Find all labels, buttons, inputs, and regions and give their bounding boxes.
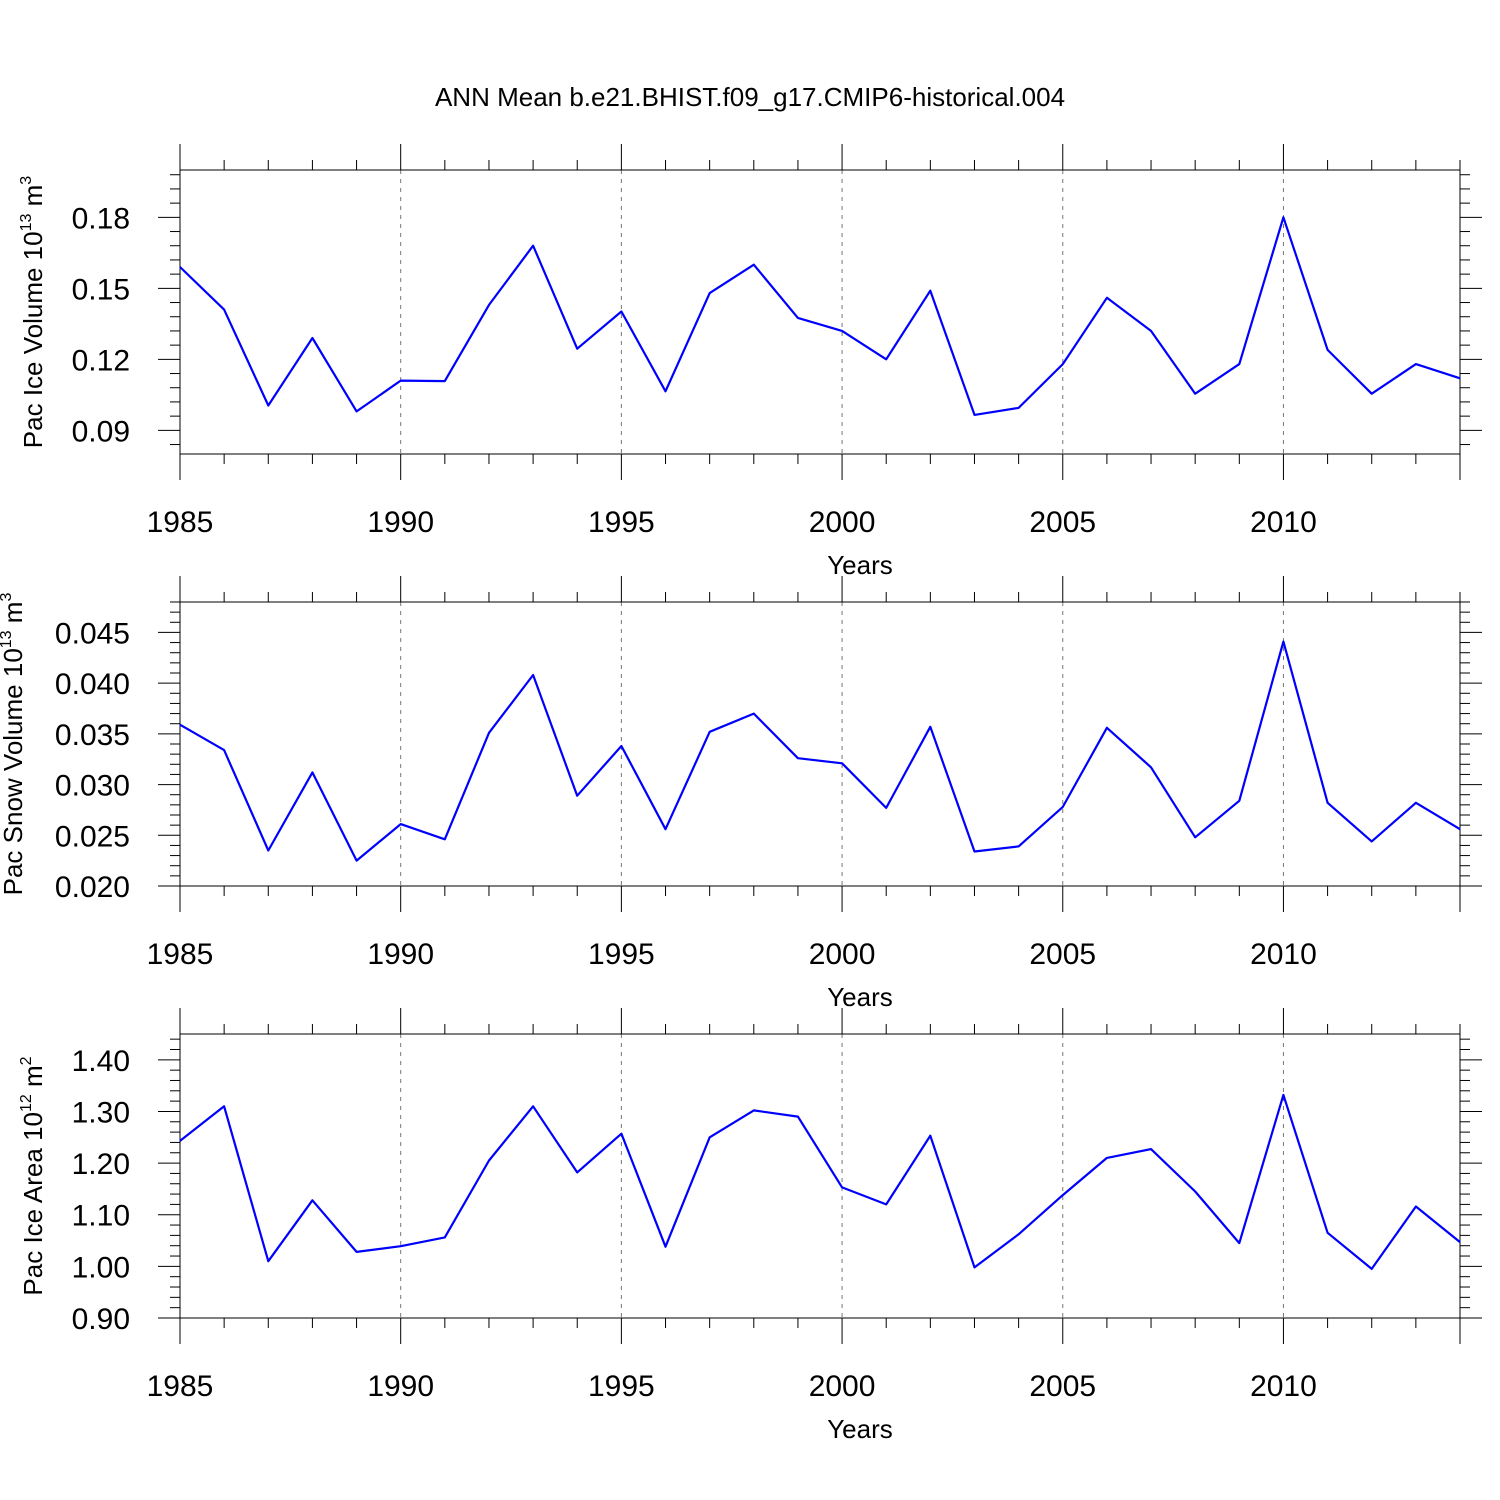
y-tick-label: 1.00	[72, 1251, 130, 1284]
y-axis-title-text: Pac Ice Volume 10	[18, 231, 48, 448]
y-tick-label: 0.030	[55, 770, 130, 803]
x-tick-label: 1995	[588, 938, 655, 971]
plot-frame	[179, 1033, 1461, 1319]
series-line-pac-ice-volume	[179, 216, 1461, 416]
y-tick-label: 1.40	[72, 1045, 130, 1078]
y-axis-title-unit-sup: 3	[0, 593, 15, 602]
x-axis-title: Years	[827, 550, 893, 580]
y-tick-label: 0.90	[72, 1303, 130, 1336]
y-axis-title-sup: 12	[18, 1094, 35, 1112]
y-axis-title-text: Pac Snow Volume 10	[0, 648, 28, 895]
panel-pac-snow-volume: 1985 1990 1995 2000 2005 2010 Years 0.020 0.025 0…	[0, 576, 1482, 1012]
y-axis-title-unit: m	[18, 1065, 48, 1094]
y-axis-title-sup: 13	[0, 630, 15, 648]
x-tick-label: 2000	[809, 938, 876, 971]
plot-frame	[179, 169, 1461, 455]
y-axis-title-sup: 13	[18, 213, 35, 231]
series-line-pac-ice-area	[179, 1093, 1461, 1271]
x-tick-label: 1990	[367, 1370, 434, 1403]
x-tick-label: 1985	[147, 1370, 214, 1403]
x-tick-label: 1990	[367, 506, 434, 539]
x-tick-label: 2005	[1029, 1370, 1096, 1403]
y-tick-label: 0.040	[55, 668, 130, 701]
x-tick-label: 2000	[809, 506, 876, 539]
y-axis-title: Pac Ice Area 1012 m2	[18, 1056, 48, 1295]
y-axis-title-unit: m	[0, 602, 28, 631]
y-tick-label: 0.035	[55, 719, 130, 752]
y-tick-label: 0.025	[55, 820, 130, 853]
y-tick-label: 1.30	[72, 1096, 130, 1129]
x-tick-label: 2005	[1029, 938, 1096, 971]
x-tick-label: 2010	[1250, 938, 1317, 971]
x-tick-label: 1985	[147, 938, 214, 971]
plot-frame	[179, 601, 1461, 887]
panel-pac-ice-area: 1985 1990 1995 2000 2005 2010 Years 0.90 1.00 1.1…	[18, 1008, 1482, 1444]
x-tick-label: 2010	[1250, 506, 1317, 539]
x-tick-label: 2010	[1250, 1370, 1317, 1403]
y-axis-title-text: Pac Ice Area 10	[18, 1112, 48, 1296]
x-tick-label: 1985	[147, 506, 214, 539]
x-tick-label: 2005	[1029, 506, 1096, 539]
y-tick-label: 0.045	[55, 617, 130, 650]
x-tick-label: 1995	[588, 1370, 655, 1403]
x-tick-label: 2000	[809, 1370, 876, 1403]
x-axis-title: Years	[827, 982, 893, 1012]
y-tick-label: 0.12	[72, 344, 130, 377]
y-axis-title-unit-sup: 2	[18, 1056, 35, 1065]
y-axis-title: Pac Ice Volume 1013 m3	[18, 176, 48, 449]
x-tick-label: 1990	[367, 938, 434, 971]
y-tick-label: 1.20	[72, 1148, 130, 1181]
panel-pac-ice-volume: 1985 1990 1995 2000 2005 2010 Years 0.09 0.12 0.1…	[18, 144, 1482, 580]
y-axis-title-unit-sup: 3	[18, 176, 35, 185]
y-tick-label: 1.10	[72, 1200, 130, 1233]
y-tick-label: 0.15	[72, 273, 130, 306]
y-axis-title: Pac Snow Volume 1013 m3	[0, 593, 28, 896]
series-line-pac-snow-volume	[179, 640, 1461, 862]
y-tick-label: 0.09	[72, 415, 130, 448]
y-tick-label: 0.020	[55, 871, 130, 904]
y-axis-title-unit: m	[18, 185, 48, 214]
chart-title: ANN Mean b.e21.BHIST.f09_g17.CMIP6-histo…	[435, 82, 1065, 112]
x-tick-label: 1995	[588, 506, 655, 539]
x-axis-title: Years	[827, 1414, 893, 1444]
y-tick-label: 0.18	[72, 202, 130, 235]
